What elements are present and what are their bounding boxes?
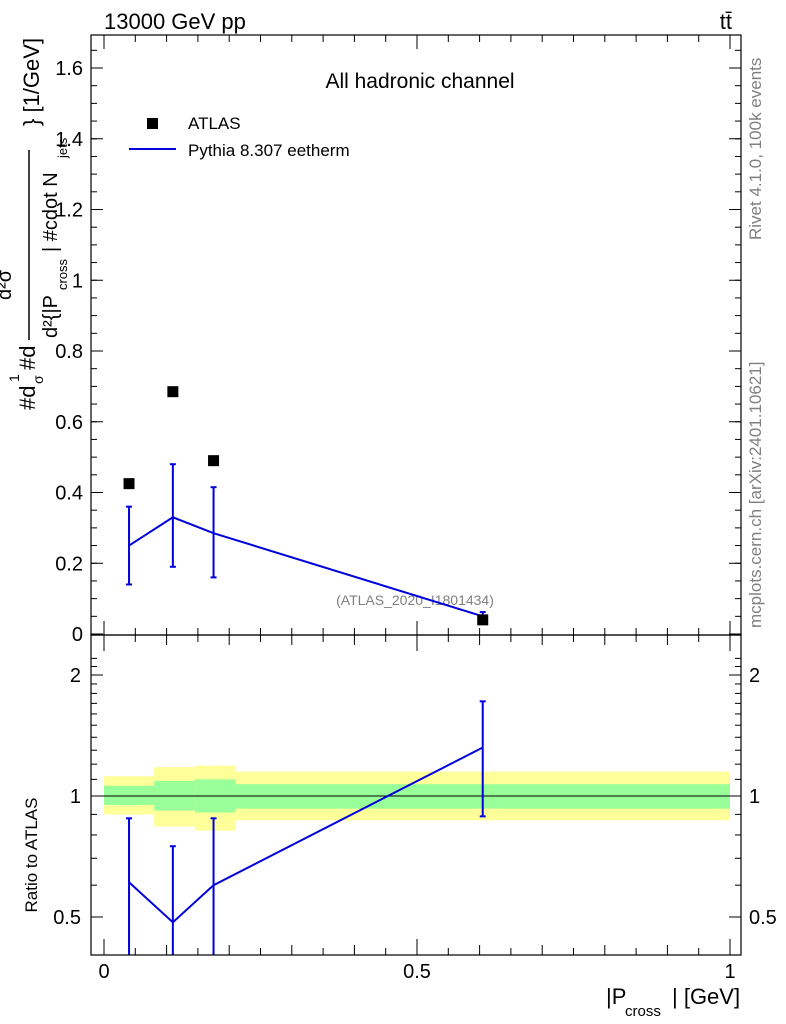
ratio-y-tick-label-right: 2	[749, 665, 760, 687]
ratio-y-axis-label: Ratio to ATLAS	[22, 798, 41, 913]
y-tick-label: 1.4	[55, 129, 83, 151]
legend-marker-atlas	[147, 118, 158, 129]
ylabel-prefix: #d	[15, 386, 40, 410]
y-tick-label: 0.2	[55, 553, 83, 575]
atlas-data-point	[477, 614, 489, 626]
main-series-group	[123, 386, 489, 626]
main-y-axis: 0 0.2 0.4 0.6 0.8 1 1.2 1.4 1.6	[55, 35, 741, 646]
main-plot-panel: All hadronic channel (ATLAS_2020_I180143…	[55, 34, 742, 646]
atlas-data-point	[123, 478, 135, 490]
ylabel-denominator-sub2: jets	[55, 137, 70, 159]
ratio-y-tick-label-right: 0.5	[749, 907, 777, 929]
ratio-pythia-group	[126, 700, 486, 955]
ylabel-denominator-sub: cross	[55, 258, 70, 290]
pythia-line	[128, 516, 484, 618]
y-tick-label: 0.8	[55, 341, 83, 363]
analysis-watermark: (ATLAS_2020_I1801434)	[336, 592, 494, 608]
ylabel-prefix2: #d	[15, 346, 40, 370]
plot-title: All hadronic channel	[325, 70, 514, 93]
rivet-label: Rivet 4.1.0, 100k events	[746, 58, 765, 240]
x-tick-label: 1	[724, 961, 735, 983]
energy-label: 13000 GeV pp	[104, 9, 246, 34]
y-tick-label: 1	[72, 270, 83, 292]
atlas-data-point	[167, 386, 179, 398]
legend-label-pythia: Pythia 8.307 eetherm	[188, 141, 350, 160]
ratio-y-tick-label: 0.5	[53, 907, 81, 929]
legend: ATLAS Pythia 8.307 eetherm	[129, 114, 350, 160]
ratio-pythia-line	[128, 746, 484, 924]
ylabel-unit: } [1/GeV]	[19, 38, 44, 126]
ylabel-denominator-rest: | #cdot N	[40, 172, 62, 252]
x-axis-label: |P cross | [GeV]	[606, 984, 740, 1020]
svg-text:#d: #d	[15, 386, 40, 410]
x-tick-label: 0	[98, 961, 109, 983]
y-tick-label: 0.4	[55, 483, 83, 505]
ratio-uncertainty-bands	[104, 765, 730, 831]
ylabel-frac-top: 1	[6, 374, 22, 382]
xlabel-sub: cross	[625, 1003, 661, 1020]
y-tick-label: 1.2	[55, 200, 83, 222]
process-label: tt̄	[720, 9, 732, 34]
y-tick-label: 0	[72, 624, 83, 646]
legend-label-atlas: ATLAS	[188, 114, 241, 133]
main-y-axis-label: #d 1 σ #d d²σ ind d²{|P cross | #cdot N …	[0, 38, 70, 410]
ratio-axes: 0.5 0.5 1 1 2 2 0 0.5 1	[53, 635, 777, 983]
ratio-frame	[90, 634, 742, 956]
ratio-y-tick-label-right: 1	[749, 786, 760, 808]
ratio-y-tick-label: 2	[70, 665, 81, 687]
ratio-band	[104, 785, 155, 805]
x-tick-label: 0.5	[403, 961, 431, 983]
atlas-data-point	[208, 455, 220, 467]
ylabel-frac-bottom: σ	[30, 375, 46, 384]
mcplots-label: mcplots.cern.ch [arXiv:2401.10621]	[746, 362, 765, 628]
ratio-plot-panel: 0.5 0.5 1 1 2 2 0 0.5 1 Ratio to ATLAS |P cross …	[22, 634, 777, 1020]
ylabel-numerator: d²σ	[0, 269, 16, 300]
ylabel-denominator: d²{|P	[40, 295, 62, 338]
y-tick-label: 1.6	[55, 58, 83, 80]
xlabel-rest: | [GeV]	[672, 984, 740, 1009]
ratio-series-group	[126, 700, 486, 955]
ratio-y-tick-label: 1	[70, 786, 81, 808]
xlabel-main: |P	[606, 984, 626, 1009]
y-tick-label: 0.6	[55, 412, 83, 434]
